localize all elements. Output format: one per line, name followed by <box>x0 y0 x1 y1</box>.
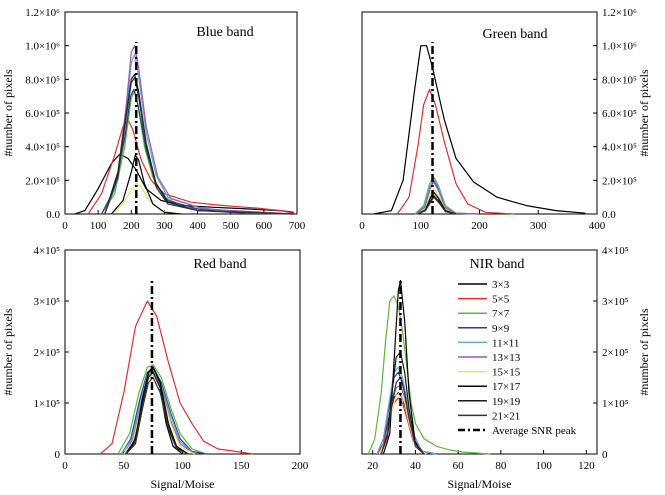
panel-1-series-11×11 <box>104 53 294 215</box>
panel-1-y-tick-label: 6.0×10⁵ <box>25 108 60 120</box>
panel-2-x-tick-label: 0 <box>359 220 365 232</box>
panel-1-series-17×17 <box>110 154 182 215</box>
panel-4-y-tick-label: 3×10⁵ <box>602 296 629 308</box>
panel-4-x-tick-label: 80 <box>495 460 507 472</box>
panel-3-x-tick-label: 150 <box>233 460 250 472</box>
panel-2-series-3×3 <box>373 45 586 215</box>
panel-2-y-tick-label: 2.0×10⁵ <box>602 175 637 187</box>
panel-1-y-tick-label: 8.0×10⁵ <box>25 74 60 86</box>
legend-label: 19×19 <box>492 396 521 408</box>
panel-2-y-tick-label: 1.0×10⁶ <box>602 41 637 53</box>
legend-label: 5×5 <box>492 294 510 306</box>
panel-4-x-tick-label: 120 <box>578 460 595 472</box>
panel-3-y-axis-label: #number of pixels <box>1 308 15 396</box>
panel-3-x-tick-label: 100 <box>174 460 191 472</box>
panel-3-x-tick-label: 0 <box>62 460 68 472</box>
panel-3-y-tick-label: 4×10⁵ <box>33 245 60 257</box>
panel-1-frame <box>64 11 298 215</box>
panel-2-x-tick-label: 200 <box>471 220 488 232</box>
panel-3-series-7×7 <box>117 364 207 455</box>
panel-4-x-tick-label: 60 <box>453 460 465 472</box>
panel-4-x-axis-label: Signal/Moise <box>447 477 511 491</box>
panel-4-y-tick-label: 0 <box>602 449 608 461</box>
panel-4-x-tick-label: 40 <box>410 460 422 472</box>
panel-2-y-tick-label: 0.0 <box>602 209 616 221</box>
panel-2-x-tick-label: 100 <box>413 220 430 232</box>
panel-1-y-tick-label: 1.0×10⁶ <box>25 41 60 53</box>
panel-2-x-tick-label: 400 <box>589 220 606 232</box>
panel-3-y-tick-label: 1×10⁵ <box>33 398 60 410</box>
panel-2-y-tick-label: 6.0×10⁵ <box>602 108 637 120</box>
panel-2-y-tick-label: 8.0×10⁵ <box>602 74 637 86</box>
panel-1-x-tick-label: 400 <box>189 220 206 232</box>
legend-label: 7×7 <box>492 308 510 320</box>
panel-3-x-tick-label: 200 <box>292 460 309 472</box>
panel-4-title: NIR band <box>470 257 525 272</box>
legend-label: 13×13 <box>492 352 521 364</box>
panel-2-title: Green band <box>483 27 548 42</box>
legend-label: 21×21 <box>492 410 520 422</box>
legend-label: 17×17 <box>492 381 521 393</box>
panel-1-y-tick-label: 0.0 <box>46 209 60 221</box>
panel-4-y-tick-label: 1×10⁵ <box>602 398 629 410</box>
panel-1-x-tick-label: 200 <box>123 220 140 232</box>
panel-2-y-axis-label: #number of pixels <box>637 69 651 157</box>
panel-1-x-tick-label: 300 <box>156 220 173 232</box>
panel-1-series-3×3 <box>74 153 294 215</box>
panel-2-y-tick-label: 4.0×10⁵ <box>602 142 637 154</box>
panel-1-x-tick-label: 700 <box>289 220 306 232</box>
panel-1-y-axis-label: #number of pixels <box>1 69 15 157</box>
panel-1-series-5×5 <box>87 119 294 215</box>
panel-1-x-tick-label: 600 <box>256 220 273 232</box>
panel-1-series-21×21 <box>104 77 294 215</box>
panel-3-y-tick-label: 3×10⁵ <box>33 296 60 308</box>
legend-label: 11×11 <box>492 337 519 349</box>
panel-3-title: Red band <box>193 257 246 272</box>
panel-3-series-15×15 <box>123 374 195 455</box>
panel-2-series-5×5 <box>396 88 515 215</box>
panel-4-y-tick-label: 2×10⁵ <box>602 347 629 359</box>
panel-4-series-7×7 <box>367 295 491 455</box>
panel-1-series-7×7 <box>100 90 294 215</box>
panel-1-y-tick-label: 1.2×10⁶ <box>25 7 60 19</box>
legend-label: 15×15 <box>492 367 521 379</box>
panel-3-frame <box>64 249 301 455</box>
panel-3-x-axis-label: Signal/Moise <box>150 477 214 491</box>
panel-4-y-tick-label: 4×10⁵ <box>602 245 629 257</box>
panel-2-x-tick-label: 300 <box>530 220 547 232</box>
panel-3-y-tick-label: 0 <box>55 449 61 461</box>
panel-4-frame <box>361 249 598 455</box>
panel-1-series-13×13 <box>104 45 294 215</box>
panel-1-y-tick-label: 2.0×10⁵ <box>25 175 60 187</box>
panel-1-y-tick-label: 4.0×10⁵ <box>25 142 60 154</box>
legend-label-avg: Average SNR peak <box>492 425 577 437</box>
panel-2-y-tick-label: 1.2×10⁶ <box>602 7 637 19</box>
panel-1-x-tick-label: 500 <box>222 220 239 232</box>
panel-1-series-9×9 <box>100 88 294 215</box>
panel-3-y-tick-label: 2×10⁵ <box>33 347 60 359</box>
panel-4-x-tick-label: 100 <box>535 460 552 472</box>
panel-4-y-axis-label: #number of pixels <box>637 308 651 396</box>
panel-1-x-tick-label: 100 <box>90 220 107 232</box>
panel-4-x-tick-label: 20 <box>367 460 379 472</box>
panel-3-x-tick-label: 50 <box>118 460 130 472</box>
legend-label: 3×3 <box>492 279 510 291</box>
panel-3-series-5×5 <box>99 300 254 455</box>
legend-label: 9×9 <box>492 323 510 335</box>
panel-2-series-13×13 <box>415 181 480 215</box>
panel-2-frame <box>361 11 598 215</box>
panel-1-title: Blue band <box>196 25 253 40</box>
panel-1-x-tick-label: 0 <box>62 220 68 232</box>
